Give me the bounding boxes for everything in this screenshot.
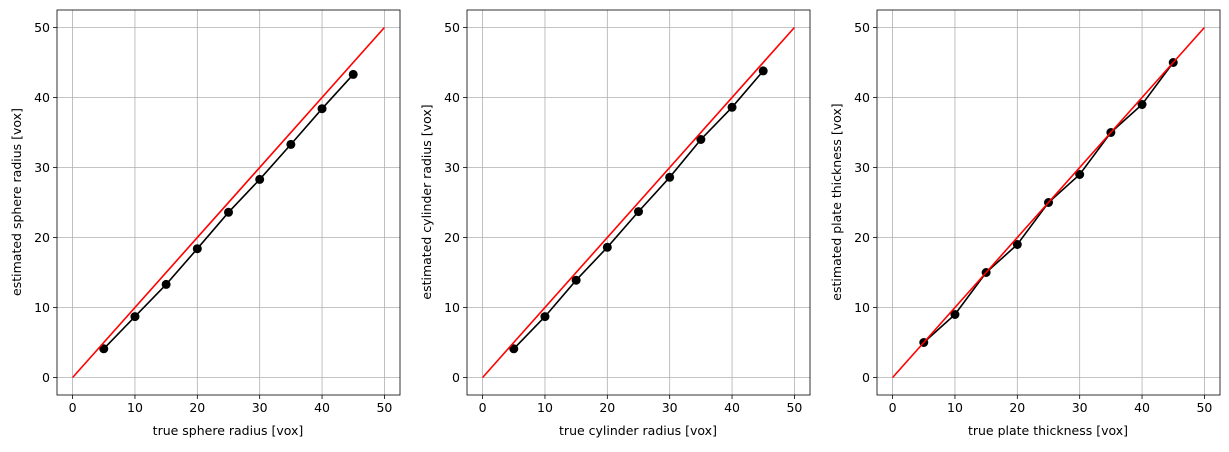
y-tick-label: 30 [444, 160, 460, 175]
x-axis-label: true sphere radius [vox] [153, 423, 304, 438]
x-tick-label: 10 [127, 400, 143, 415]
x-tick-label: 0 [889, 400, 897, 415]
x-tick-label: 0 [479, 400, 487, 415]
data-point [1137, 100, 1147, 109]
y-tick-label: 40 [34, 90, 50, 105]
data-point [161, 279, 171, 289]
x-tick-label: 10 [947, 400, 963, 415]
y-tick-label: 50 [34, 20, 50, 35]
data-point [727, 102, 737, 112]
y-axis-label: estimated sphere radius [vox] [9, 108, 24, 296]
y-tick-label: 50 [444, 20, 460, 35]
data-point [950, 310, 960, 319]
data-point [192, 244, 202, 254]
x-tick-label: 50 [1196, 400, 1212, 415]
subplot-plate: true plate thickness [vox] estimated pla… [829, 9, 1221, 438]
grid [877, 10, 1220, 395]
data-point [602, 242, 612, 252]
y-tick-label: 20 [854, 230, 870, 245]
x-tick-label: 30 [662, 400, 678, 415]
y-tick-label: 40 [854, 90, 870, 105]
y-tick-label: 10 [34, 300, 50, 315]
y-tick-label: 10 [444, 300, 460, 315]
data-point [665, 172, 675, 182]
identity-line [481, 26, 796, 379]
data-point [509, 344, 519, 354]
y-tick-label: 10 [854, 300, 870, 315]
y-tick-label: 0 [42, 370, 50, 385]
data-point [348, 69, 358, 79]
data-point [1075, 170, 1085, 179]
data-point [99, 344, 109, 354]
data-point [634, 207, 643, 217]
y-tick-label: 20 [34, 230, 50, 245]
grid [57, 10, 400, 395]
y-tick-label: 50 [854, 20, 870, 35]
x-axis-label: true plate thickness [vox] [968, 423, 1128, 438]
data-point [571, 275, 581, 285]
x-tick-label: 10 [537, 400, 553, 415]
data-point [1012, 240, 1022, 249]
identity-line [891, 26, 1206, 379]
x-tick-label: 20 [1009, 400, 1025, 415]
x-tick-label: 40 [314, 400, 330, 415]
data-point [540, 312, 550, 322]
y-axis-label: estimated cylinder radius [vox] [419, 104, 434, 299]
y-tick-label: 40 [444, 90, 460, 105]
x-tick-label: 20 [599, 400, 615, 415]
data-point [255, 174, 265, 184]
axes-frame [56, 9, 401, 396]
data-point [317, 104, 327, 114]
x-tick-label: 50 [786, 400, 802, 415]
data-point [758, 66, 768, 76]
y-axis-label: estimated plate thickness [vox] [829, 103, 844, 300]
x-axis-label: true cylinder radius [vox] [559, 423, 717, 438]
data-point [224, 207, 233, 217]
axes-frame [876, 9, 1221, 396]
data-point [286, 139, 296, 149]
y-tick-label: 20 [444, 230, 460, 245]
y-tick-label: 0 [452, 370, 460, 385]
x-tick-label: 0 [69, 400, 77, 415]
subplot-sphere: true sphere radius [vox] estimated spher… [9, 9, 401, 438]
grid [467, 10, 810, 395]
data-point [696, 135, 706, 144]
x-tick-label: 30 [252, 400, 268, 415]
axes-frame [466, 9, 811, 396]
subplot-cylinder: true cylinder radius [vox] estimated cyl… [419, 9, 811, 438]
y-tick-label: 0 [862, 370, 870, 385]
x-tick-label: 40 [1134, 400, 1150, 415]
identity-line [71, 26, 386, 379]
x-tick-label: 30 [1072, 400, 1088, 415]
x-tick-label: 50 [376, 400, 392, 415]
x-tick-label: 20 [189, 400, 205, 415]
y-tick-label: 30 [854, 160, 870, 175]
data-point [130, 312, 140, 322]
y-tick-label: 30 [34, 160, 50, 175]
x-tick-label: 40 [724, 400, 740, 415]
